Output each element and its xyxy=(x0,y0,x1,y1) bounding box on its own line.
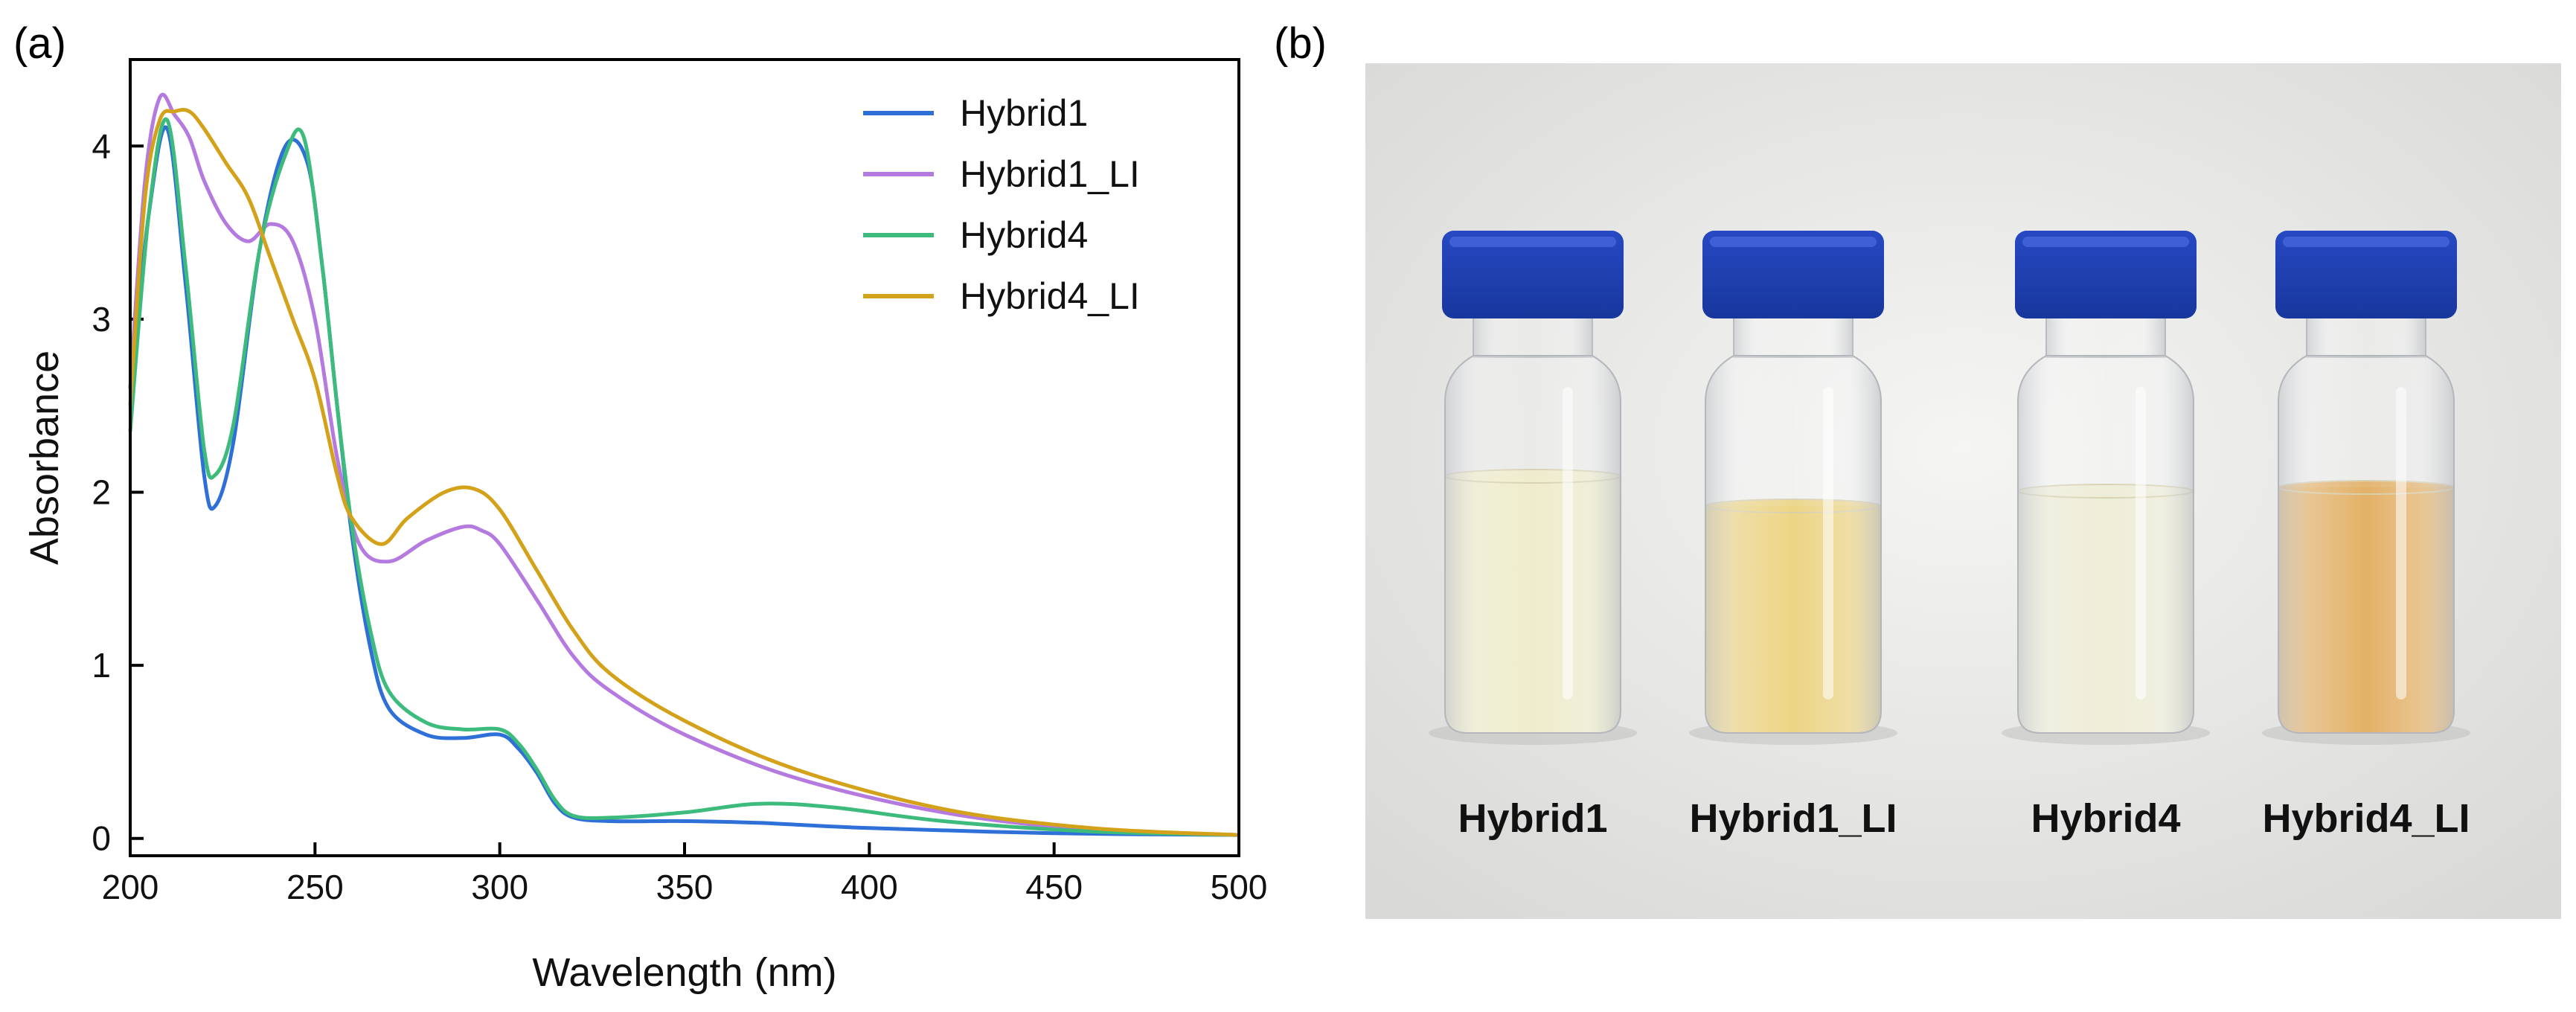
vial-highlight xyxy=(1823,387,1833,699)
vial-cap-rim xyxy=(1710,237,1877,247)
plot-frame xyxy=(129,58,1240,857)
vial-label: Hybrid1_LI xyxy=(1689,796,1897,841)
vial-highlight xyxy=(2396,387,2406,699)
vial-highlight xyxy=(1563,387,1573,699)
panel-a-label: (a) xyxy=(13,19,66,68)
legend-label: Hybrid1 xyxy=(960,92,1088,134)
vial-cap-shade xyxy=(2275,231,2457,318)
axis-ticks xyxy=(129,144,1240,856)
panel-b-label: (b) xyxy=(1274,19,1327,68)
y-axis-title: Absorbance xyxy=(22,350,67,565)
vial-neck xyxy=(1733,312,1853,358)
series-line-hybrid4-li xyxy=(128,108,1240,837)
vial xyxy=(2002,231,2210,745)
y-tick-label: 2 xyxy=(92,473,111,512)
vial-cap-rim xyxy=(2022,237,2189,247)
x-tick-label: 500 xyxy=(1211,868,1268,906)
vial-glass xyxy=(2017,355,2194,734)
vial xyxy=(1689,231,1897,745)
series-line-hybrid1-li xyxy=(128,92,1240,837)
vial-neck xyxy=(2306,312,2426,358)
tick-labels: 200 250 300 350 400 450 500 0 1 2 3 4 xyxy=(92,126,1267,906)
vial-cap-rim xyxy=(1449,237,1616,247)
vial-labels: Hybrid1 Hybrid1_LI Hybrid4 Hybrid4_LI xyxy=(1458,796,2470,841)
vial-neck xyxy=(1473,312,1593,358)
legend-label: Hybrid4 xyxy=(960,214,1088,256)
y-tick-label: 3 xyxy=(92,300,111,339)
y-tick-label: 4 xyxy=(92,126,111,165)
vials-photo: Hybrid1 Hybrid1_LI Hybrid4 Hybrid4_LI xyxy=(1365,63,2561,919)
vial-glass xyxy=(1705,355,1882,734)
vial-label: Hybrid1 xyxy=(1458,796,1607,841)
series-lines xyxy=(128,92,1240,837)
vial-highlight xyxy=(2136,387,2146,699)
vial xyxy=(1429,231,1637,745)
absorbance-chart: 200 250 300 350 400 450 500 0 1 2 3 4 Wavelength (n… xyxy=(22,58,1267,995)
vial-label: Hybrid4_LI xyxy=(2262,796,2470,841)
x-tick-label: 250 xyxy=(286,868,344,906)
x-axis-title: Wavelength (nm) xyxy=(532,950,836,995)
vial-cap-shade xyxy=(2015,231,2197,318)
series-line-hybrid4 xyxy=(128,117,1240,837)
x-tick-label: 200 xyxy=(102,868,159,906)
vial-neck xyxy=(2045,312,2166,358)
vial-cap-rim xyxy=(2283,237,2450,247)
x-tick-label: 300 xyxy=(471,868,528,906)
vial-cap-shade xyxy=(1442,231,1624,318)
vial xyxy=(2262,231,2470,745)
vial-cap-shade xyxy=(1702,231,1884,318)
y-tick-label: 0 xyxy=(92,819,111,858)
vial-label: Hybrid4 xyxy=(2031,796,2180,841)
vial-glass xyxy=(2278,355,2455,734)
vial-glass xyxy=(1444,355,1621,734)
legend: Hybrid1 Hybrid1_LI Hybrid4 Hybrid4_LI xyxy=(863,92,1140,317)
legend-label: Hybrid4_LI xyxy=(960,275,1140,317)
y-tick-label: 1 xyxy=(92,646,111,685)
legend-label: Hybrid1_LI xyxy=(960,153,1140,195)
x-tick-label: 350 xyxy=(656,868,714,906)
x-tick-label: 400 xyxy=(841,868,898,906)
vials xyxy=(1429,231,2470,745)
x-tick-label: 450 xyxy=(1025,868,1083,906)
